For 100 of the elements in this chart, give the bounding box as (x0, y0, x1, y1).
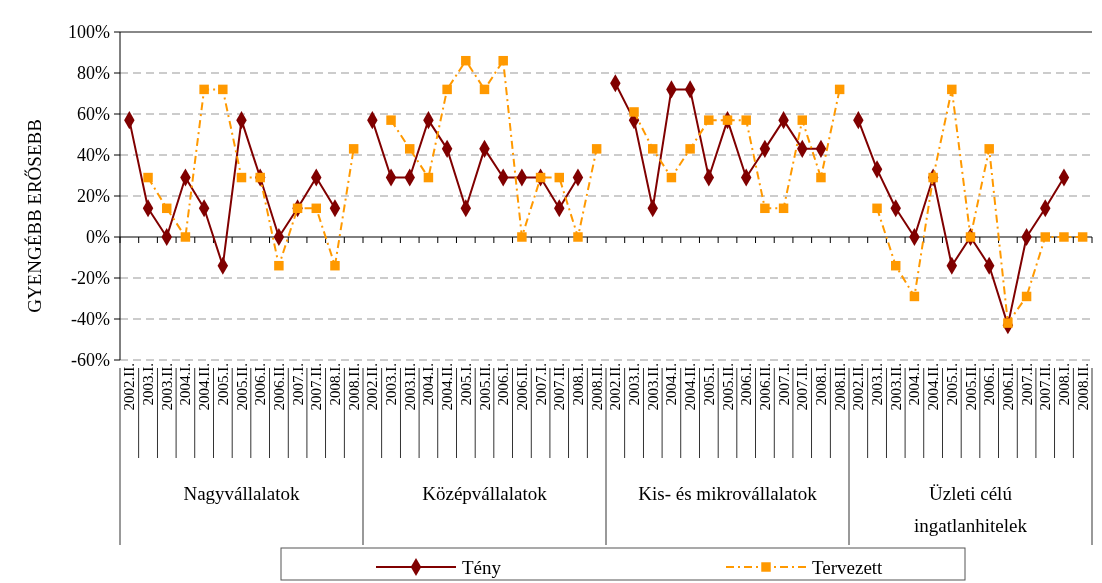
point (143, 172, 153, 183)
x-tick-label: 2007.I. (775, 363, 792, 406)
x-tick-label: 2002.II. (121, 363, 138, 411)
point (947, 84, 957, 95)
x-tick-label: 2004.II. (439, 363, 456, 411)
point (760, 203, 770, 214)
x-tick-label: 2004.I. (906, 363, 923, 406)
x-tick-label: 2003.I. (140, 363, 157, 406)
point (666, 172, 677, 183)
x-tick-label: 2004.II. (925, 363, 942, 411)
point (199, 84, 209, 95)
x-tick-label: 2006.I. (981, 363, 998, 406)
point (218, 84, 228, 95)
point (274, 260, 284, 271)
point (498, 55, 508, 66)
point (984, 144, 994, 154)
point (348, 144, 359, 154)
x-tick-label: 2008.II. (588, 363, 605, 411)
x-tick-label: 2003.I. (869, 363, 886, 406)
point (778, 203, 789, 214)
x-tick-label: 2006.II. (999, 363, 1016, 411)
point (909, 291, 920, 302)
x-tick-label: 2006.II. (270, 363, 287, 411)
x-tick-label: 2008.II. (831, 363, 848, 411)
x-tick-label: 2007.I. (289, 363, 306, 406)
x-tick-label: 2003.I. (626, 363, 643, 406)
y-tick-label: 80% (77, 63, 110, 83)
x-tick-label: 2003.II. (158, 363, 175, 411)
x-tick-label: 2004.I. (420, 363, 437, 406)
point (685, 144, 695, 154)
x-tick-label: 2008.I. (812, 363, 829, 406)
x-tick-label: 2008.II. (1074, 363, 1091, 411)
point (461, 55, 471, 66)
y-tick-label: -60% (71, 350, 110, 370)
x-tick-label: 2005.I. (214, 363, 231, 406)
point (1059, 232, 1069, 242)
point (591, 144, 602, 154)
point (535, 172, 546, 183)
x-tick-label: 2002.II. (850, 363, 867, 411)
x-tick-label: 2006.I. (495, 363, 512, 406)
x-tick-label: 2008.I. (1055, 363, 1072, 406)
y-tick-label: -20% (71, 268, 110, 288)
x-tick-label: 2004.II. (682, 363, 699, 411)
point (629, 107, 639, 117)
x-tick-label: 2007.I. (532, 363, 549, 406)
text: Nagyvállalatok (183, 483, 301, 504)
point (872, 203, 882, 214)
legend-label: Tervezett (812, 556, 884, 578)
y-axis-title: GYENGÉBB ERŐSEBB (23, 119, 45, 313)
x-tick-label: 2007.II. (1037, 363, 1054, 411)
x-tick-label: 2007.II. (551, 363, 568, 411)
point (834, 84, 845, 95)
y-tick-label: 40% (77, 145, 110, 165)
point (741, 115, 751, 125)
point (1040, 232, 1051, 242)
point (722, 115, 733, 125)
x-tick-label: 2007.II. (308, 363, 325, 411)
x-tick-label: 2006.I. (252, 363, 269, 406)
x-tick-label: 2008.I. (326, 363, 343, 406)
point (423, 172, 434, 183)
point (292, 203, 303, 214)
x-tick-label: 2003.II. (644, 363, 661, 411)
point (180, 232, 191, 242)
y-tick-label: -40% (71, 309, 110, 329)
point (890, 260, 901, 271)
point (330, 260, 340, 271)
x-tick-label: 2005.I. (700, 363, 717, 406)
x-tick-label: 2003.II. (401, 363, 418, 411)
point (1021, 291, 1032, 302)
point (479, 84, 490, 95)
point (161, 203, 172, 214)
point (704, 115, 714, 125)
x-tick-label: 2008.II. (345, 363, 362, 411)
x-tick-label: 2005.I. (457, 363, 474, 406)
x-tick-label: 2005.II. (962, 363, 979, 411)
text: Üzleti célú ingatlanhitelek (914, 483, 1028, 536)
y-tick-label: 20% (77, 186, 110, 206)
point (1077, 232, 1088, 242)
x-tick-label: 2005.II. (233, 363, 250, 411)
x-tick-label: 2007.II. (794, 363, 811, 411)
point (965, 232, 976, 242)
x-tick-label: 2006.II. (513, 363, 530, 411)
x-tick-label: 2007.I. (1018, 363, 1035, 406)
point (311, 203, 322, 214)
point (404, 144, 415, 154)
x-tick-label: 2002.II. (364, 363, 381, 411)
text: Kis- és mikrovállalatok (638, 483, 818, 504)
point (386, 115, 396, 125)
x-tick-label: 2004.I. (663, 363, 680, 406)
x-tick-label: 2004.I. (177, 363, 194, 406)
x-tick-label: 2005.I. (943, 363, 960, 406)
y-tick-label: 100% (68, 22, 110, 42)
point (797, 115, 808, 125)
x-tick-label: 2003.II. (887, 363, 904, 411)
x-tick-label: 2002.II. (607, 363, 624, 411)
point (816, 172, 826, 183)
point (554, 172, 565, 183)
x-tick-label: 2006.I. (738, 363, 755, 406)
y-tick-label: 0% (86, 227, 110, 247)
x-tick-label: 2006.II. (756, 363, 773, 411)
